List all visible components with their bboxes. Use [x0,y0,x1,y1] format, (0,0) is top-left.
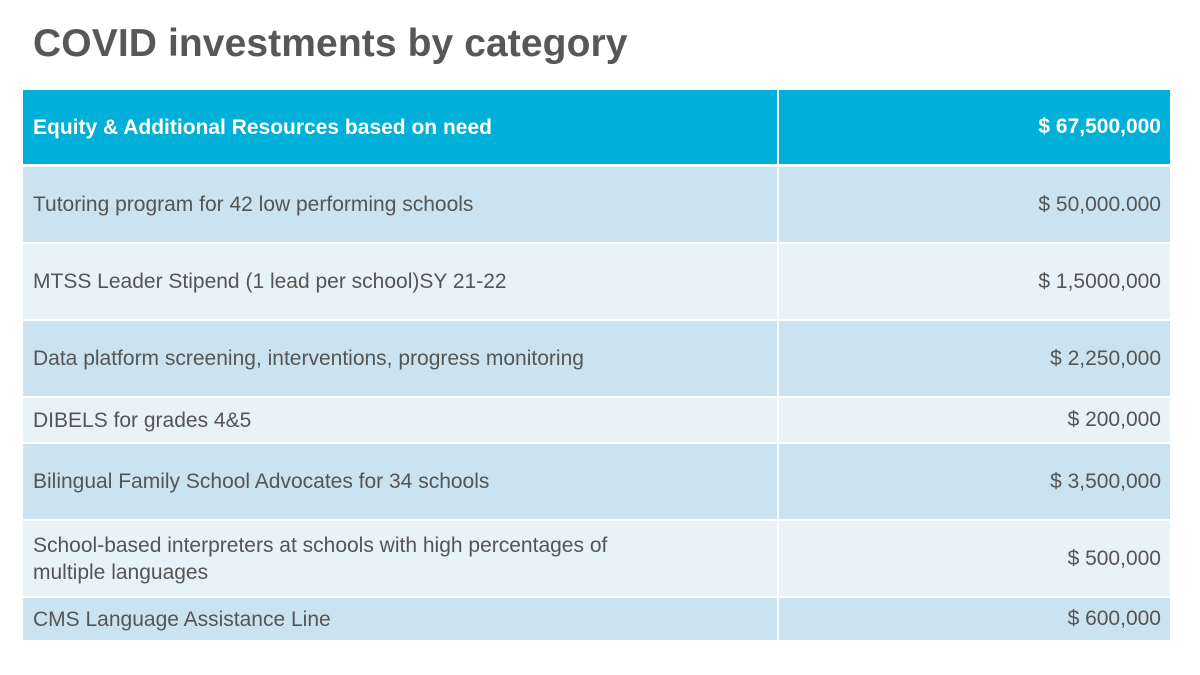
row-amount: $ 500,000 [1067,546,1161,570]
row-amount: $ 3,500,000 [1050,469,1161,493]
row-label: Data platform screening, interventions, … [23,321,779,396]
row-label: DIBELS for grades 4&5 [23,398,779,442]
row-amount: $ 200,000 [1067,408,1161,431]
investments-table: Equity & Additional Resources based on n… [23,90,1170,640]
slide-title: COVID investments by category [33,22,628,65]
header-label: Equity & Additional Resources based on n… [23,90,779,164]
table-row: Bilingual Family School Advocates for 34… [23,444,1170,521]
row-label: Bilingual Family School Advocates for 34… [23,444,779,519]
table-row: CMS Language Assistance Line $ 600,000 [23,598,1170,640]
table-row: Data platform screening, interventions, … [23,321,1170,398]
row-label: CMS Language Assistance Line [23,598,779,640]
row-amount: $ 2,250,000 [1050,346,1161,370]
row-label: Tutoring program for 42 low performing s… [23,167,779,242]
table-row: Tutoring program for 42 low performing s… [23,167,1170,244]
row-label: MTSS Leader Stipend (1 lead per school)S… [23,244,779,319]
table-row: DIBELS for grades 4&5 $ 200,000 [23,398,1170,444]
row-amount: $ 1,5000,000 [1038,269,1161,293]
row-label: School-based interpreters at schools wit… [23,521,779,596]
row-amount: $ 50,000.000 [1038,192,1161,216]
row-label-text: School-based interpreters at schools wit… [33,533,608,584]
table-row: School-based interpreters at schools wit… [23,521,1170,598]
row-amount: $ 600,000 [1067,607,1161,630]
header-amount: $ 67,500,000 [1038,115,1161,138]
table-row: MTSS Leader Stipend (1 lead per school)S… [23,244,1170,321]
table-header-row: Equity & Additional Resources based on n… [23,90,1170,167]
